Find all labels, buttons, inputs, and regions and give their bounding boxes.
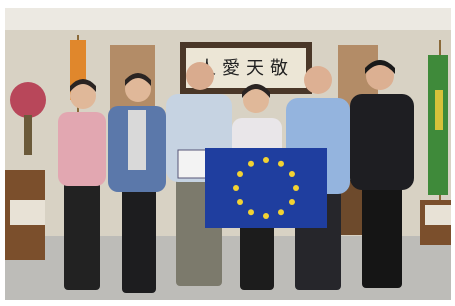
page: 人愛天敬 [0,0,455,306]
star [289,199,295,205]
chair-cushion [425,205,451,225]
star [278,161,284,167]
photo: 人愛天敬 [0,0,455,306]
star [293,185,299,191]
head [186,62,214,90]
star [248,161,254,167]
flowers [10,82,46,118]
ceiling [5,8,451,30]
trousers [362,180,402,288]
star [263,157,269,163]
plant-stem [24,115,32,155]
head [304,66,332,94]
star [263,213,269,219]
star [248,209,254,215]
star [237,171,243,177]
star [237,199,243,205]
eu-flag [205,148,327,228]
star [233,185,239,191]
star [289,171,295,177]
trousers [64,180,100,290]
trousers [122,185,156,293]
shirt [58,112,106,186]
suit [350,94,414,190]
scarf [128,110,146,170]
chair-cushion [10,200,45,225]
star [278,209,284,215]
flag-emblem [435,90,443,130]
